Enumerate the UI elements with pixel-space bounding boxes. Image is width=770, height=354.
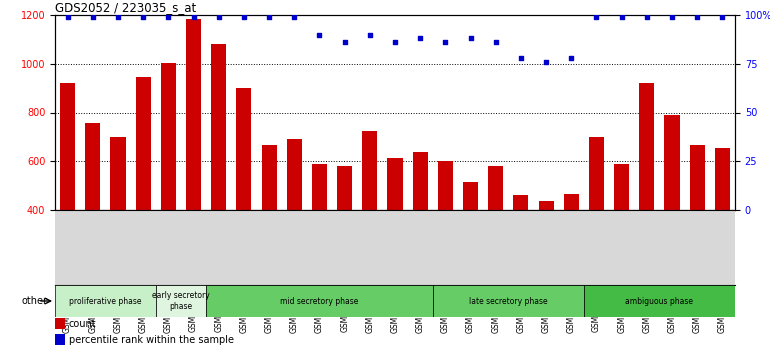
Bar [488,166,504,308]
Point [565,55,578,61]
Point [86,14,99,20]
Bar [538,201,554,308]
Bar [55,318,65,329]
Bar [589,137,604,308]
Point [540,59,552,65]
Point [666,14,678,20]
Point [313,32,326,37]
Bar [584,285,735,317]
Point [591,14,603,20]
Bar [211,44,226,308]
Text: other: other [22,296,47,306]
Bar [690,145,705,308]
Point [515,55,527,61]
Text: percentile rank within the sample: percentile rank within the sample [69,335,233,345]
Point [339,39,351,45]
Text: early secretory
phase: early secretory phase [152,291,209,311]
Point [162,14,175,20]
Bar [262,145,276,308]
Point [62,14,74,20]
Bar [337,166,352,308]
Bar [614,164,629,308]
Text: mid secretory phase: mid secretory phase [280,297,359,306]
Bar [639,83,654,308]
Text: count: count [69,319,96,329]
Bar [715,148,730,308]
Point [414,35,427,41]
Bar [438,161,453,308]
Bar [55,285,156,317]
Bar [110,137,126,308]
Point [112,14,124,20]
Bar [85,124,100,308]
Bar [60,83,75,308]
Text: GDS2052 / 223035_s_at: GDS2052 / 223035_s_at [55,1,196,14]
Point [439,39,451,45]
Point [213,14,225,20]
Bar [206,285,433,317]
Point [490,39,502,45]
Bar [387,158,403,308]
Bar [136,77,151,308]
Bar [564,194,579,308]
Point [641,14,653,20]
Bar [186,19,201,308]
Bar [55,334,65,345]
Bar [665,115,680,308]
Point [263,14,275,20]
Point [363,32,376,37]
Bar [362,131,377,308]
Bar [514,195,528,308]
Bar [433,285,584,317]
Point [238,14,250,20]
Text: late secretory phase: late secretory phase [469,297,547,306]
Bar [286,139,302,308]
Text: proliferative phase: proliferative phase [69,297,142,306]
Point [288,14,300,20]
Text: ambiguous phase: ambiguous phase [625,297,694,306]
Bar [161,63,176,308]
Point [187,14,199,20]
Bar [156,285,206,317]
Bar [312,164,327,308]
Point [716,14,728,20]
Point [464,35,477,41]
Bar [236,88,252,308]
Point [615,14,628,20]
Point [389,39,401,45]
Bar [413,152,428,308]
Point [691,14,703,20]
Point [137,14,149,20]
Bar [463,182,478,308]
